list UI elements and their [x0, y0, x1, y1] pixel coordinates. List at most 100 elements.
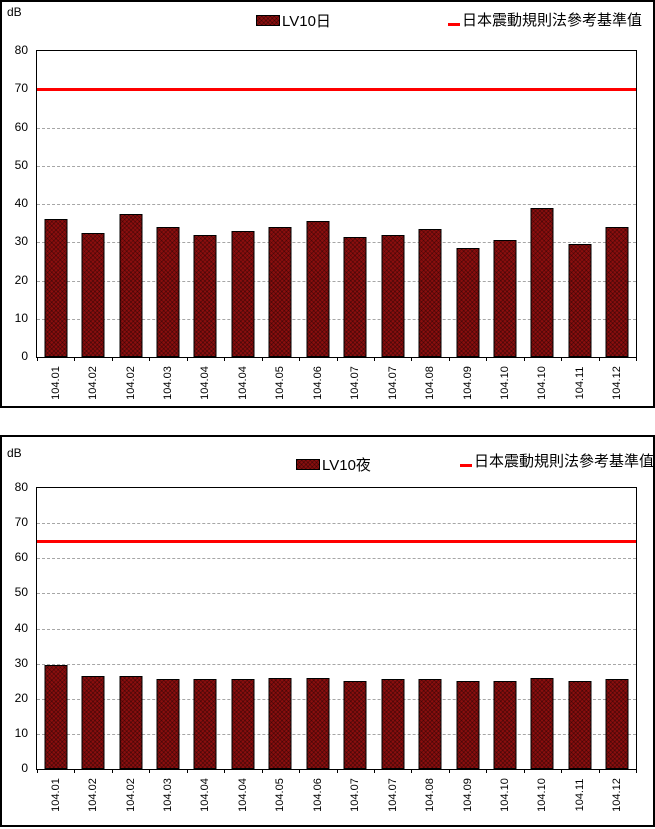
legend-series: LV10夜	[296, 454, 371, 475]
gridline	[37, 127, 636, 129]
x-axis-tick-label: 104.08	[424, 778, 437, 812]
x-axis-tick	[37, 357, 38, 361]
bar	[456, 681, 480, 769]
x-axis-tick-label: 104.10	[498, 778, 511, 812]
x-axis-tick-label: 104.03	[162, 366, 175, 400]
x-axis-tick	[261, 769, 263, 773]
gridline	[37, 165, 636, 167]
x-axis-tick-label: 104.04	[199, 366, 212, 400]
x-axis-tick-label: 104.10	[498, 366, 511, 400]
x-axis-tick	[598, 357, 600, 361]
legend-series-label: LV10日	[282, 13, 331, 30]
bar	[119, 675, 143, 769]
bar	[44, 665, 68, 769]
legend-reference-label: 日本震動規則法參考基準值	[474, 453, 655, 470]
legend-reference-label: 日本震動規則法參考基準值	[462, 12, 643, 29]
bar-swatch-icon	[296, 459, 320, 470]
y-axis-tick-label: 50	[14, 585, 28, 600]
y-axis-tick-label: 30	[14, 234, 28, 249]
legend-reference: 日本震動規則法參考基準值	[460, 450, 654, 471]
bar	[381, 234, 405, 357]
gridline	[37, 733, 636, 735]
bar	[605, 226, 629, 357]
y-axis-tick-label: 10	[14, 725, 28, 740]
x-axis-tick	[336, 769, 338, 773]
x-axis-tick-label: 104.11	[573, 778, 586, 812]
x-axis-tick-label: 104.07	[349, 366, 362, 400]
y-axis-tick-label: 20	[14, 690, 28, 705]
x-axis-tick	[561, 357, 563, 361]
bar	[530, 677, 554, 769]
bar	[81, 232, 105, 357]
x-axis-tick-label: 104.09	[461, 366, 474, 400]
x-axis-tick-label: 104.02	[87, 366, 100, 400]
x-axis-tick	[636, 769, 637, 773]
x-axis-tick-label: 104.04	[236, 778, 249, 812]
x-axis-tick	[111, 357, 113, 361]
gridline	[37, 280, 636, 282]
x-axis-tick-label: 104.12	[611, 366, 624, 400]
x-axis-tick	[448, 769, 450, 773]
x-axis-tick	[636, 357, 637, 361]
bar	[193, 679, 217, 769]
x-axis-tick	[186, 769, 188, 773]
y-axis-tick-label: 0	[21, 349, 28, 363]
x-axis-tick	[411, 769, 413, 773]
x-axis-tick-label: 104.01	[49, 366, 62, 400]
x-axis-tick	[336, 357, 338, 361]
bar	[231, 230, 255, 357]
bar	[156, 226, 180, 357]
bar	[568, 681, 592, 769]
bar	[306, 221, 330, 357]
gridline	[37, 698, 636, 700]
x-axis-tick	[74, 357, 76, 361]
gridline	[37, 318, 636, 320]
x-axis-tick-label: 104.04	[199, 778, 212, 812]
x-axis-tick	[523, 769, 525, 773]
x-axis-tick	[224, 769, 226, 773]
y-axis-tick-label: 80	[14, 480, 28, 494]
bar	[456, 248, 480, 357]
x-axis-tick	[299, 357, 301, 361]
reference-line	[37, 539, 636, 543]
reference-line	[37, 88, 636, 92]
y-axis-unit-label: dB	[7, 446, 22, 460]
x-axis-tick-label: 104.01	[49, 778, 62, 812]
plot-area	[36, 50, 637, 358]
gridline	[37, 242, 636, 244]
x-axis-tick	[561, 769, 563, 773]
x-axis-tick	[261, 357, 263, 361]
x-axis-tick-label: 104.06	[311, 366, 324, 400]
gridline	[37, 523, 636, 525]
y-axis-tick-label: 70	[14, 515, 28, 530]
x-axis-tick	[149, 769, 151, 773]
bar	[44, 219, 68, 357]
bar	[156, 679, 180, 769]
x-axis-tick	[299, 769, 301, 773]
x-axis-tick	[149, 357, 151, 361]
x-axis-tick	[486, 357, 488, 361]
bar	[530, 207, 554, 357]
bar	[418, 228, 442, 357]
legend-series: LV10日	[256, 10, 331, 31]
x-axis-tick-label: 104.07	[386, 366, 399, 400]
x-axis-tick-label: 104.10	[536, 778, 549, 812]
x-axis-tick	[486, 769, 488, 773]
x-axis-tick-label: 104.09	[461, 778, 474, 812]
bar-swatch-icon	[256, 15, 280, 26]
bar	[231, 679, 255, 769]
x-axis-tick-label: 104.02	[87, 778, 100, 812]
bar	[343, 236, 367, 357]
x-axis-tick-label: 104.02	[124, 778, 137, 812]
x-axis-tick	[224, 357, 226, 361]
x-axis-tick-label: 104.11	[573, 366, 586, 400]
x-axis-tick	[523, 357, 525, 361]
y-axis-tick-label: 80	[14, 43, 28, 57]
x-axis-tick-label: 104.10	[536, 366, 549, 400]
bar	[418, 679, 442, 769]
y-axis-tick-label: 60	[14, 119, 28, 134]
y-axis-tick-label: 50	[14, 157, 28, 172]
bar	[268, 677, 292, 769]
y-axis-tick-label: 20	[14, 272, 28, 287]
